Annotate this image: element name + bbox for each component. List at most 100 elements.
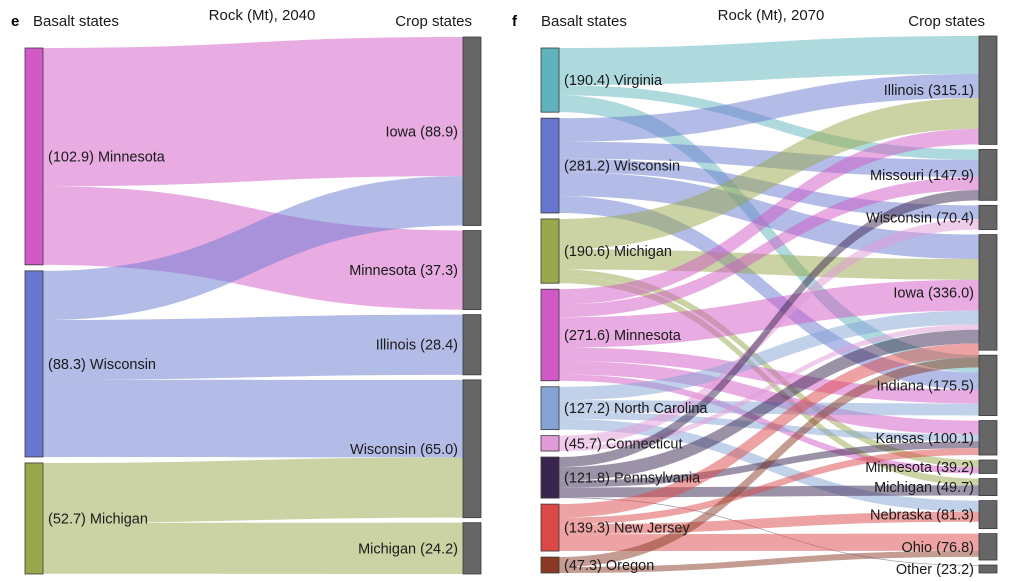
target-node-indiana <box>978 354 998 416</box>
flow-wisconsin-to-wisconsin <box>43 379 463 458</box>
source-node-connecticut <box>540 435 560 452</box>
flow-minnesota-to-illinois <box>559 128 979 305</box>
target-node-iowa <box>978 234 998 351</box>
source-node-minnesota <box>540 288 560 382</box>
target-node-kansas <box>978 420 998 456</box>
flow-links <box>43 37 463 574</box>
flow-wisconsin-to-illinois <box>43 314 463 380</box>
target-label-indiana: Indiana (175.5) <box>876 378 974 394</box>
flow-pennsylvania-to-missouri <box>559 190 979 468</box>
source-label-wisconsin: (88.3) Wisconsin <box>48 357 156 373</box>
target-nodes: Illinois (315.1) Missouri (147.9) Wisconsi… <box>865 35 998 578</box>
flow-oregon-to-iowa <box>559 357 979 567</box>
flow-wisconsin-to-indiana <box>559 196 979 390</box>
target-node-michigan <box>462 522 482 575</box>
source-nodes: (190.4) Virginia (281.2) Wisconsin (190.6)… <box>540 47 708 574</box>
source-label-pennsylvania: (121.8) Pennsylvania <box>564 471 701 487</box>
source-node-michigan <box>24 462 44 575</box>
target-node-minnesota <box>978 459 998 474</box>
flow-virginia-to-missouri <box>559 85 979 160</box>
flow-new-jersey-to-iowa <box>559 343 979 518</box>
target-label-wisconsin: Wisconsin (65.0) <box>350 442 458 458</box>
panel-f-middle-header: Rock (Mt), 2070 <box>718 7 825 24</box>
target-label-michigan: Michigan (24.2) <box>358 541 458 557</box>
target-node-iowa <box>462 36 482 226</box>
flow-michigan-to-michigan <box>43 522 463 574</box>
source-label-virginia: (190.4) Virginia <box>564 73 663 89</box>
target-label-minnesota: Minnesota (39.2) <box>865 460 974 476</box>
source-node-pennsylvania <box>540 456 560 499</box>
target-label-kansas: Kansas (100.1) <box>876 431 974 447</box>
source-label-connecticut: (45.7) Connecticut <box>564 436 682 452</box>
sankey-panel-f: (190.4) Virginia (281.2) Wisconsin (190.6)… <box>540 35 998 578</box>
source-label-michigan: (190.6) Michigan <box>564 244 672 260</box>
target-node-missouri <box>978 149 998 201</box>
target-node-minnesota <box>462 230 482 311</box>
source-node-north-carolina <box>540 386 560 431</box>
source-label-minnesota: (102.9) Minnesota <box>48 149 166 165</box>
source-node-michigan <box>540 218 560 284</box>
flow-minnesota-to-iowa <box>43 37 463 187</box>
source-label-new-jersey: (139.3) New Jersey <box>564 521 690 537</box>
source-node-wisconsin <box>24 270 44 458</box>
source-label-minnesota: (271.6) Minnesota <box>564 328 682 344</box>
source-label-north-carolina: (127.2) North Carolina <box>564 401 708 417</box>
flow-minnesota-to-iowa <box>559 279 979 348</box>
target-node-other <box>978 564 998 574</box>
panel-letter-e: e <box>11 13 19 30</box>
source-label-wisconsin: (281.2) Wisconsin <box>564 159 680 175</box>
panel-e-right-header: Crop states <box>395 13 472 30</box>
flow-virginia-to-indiana <box>559 95 979 373</box>
flow-new-jersey-to-nebraska <box>559 511 979 535</box>
target-node-nebraska <box>978 500 998 529</box>
source-node-virginia <box>540 47 560 113</box>
target-node-wisconsin <box>978 204 998 230</box>
flow-virginia-to-illinois <box>559 36 979 86</box>
source-nodes: (102.9) Minnesota (88.3) Wisconsin (52.7) … <box>24 47 166 575</box>
flow-pennsylvania-to-other <box>559 497 979 566</box>
flow-minnesota-to-indiana <box>559 347 979 404</box>
panel-f-left-header: Basalt states <box>541 13 627 30</box>
panel-e-middle-header: Rock (Mt), 2040 <box>209 7 316 24</box>
target-node-illinois <box>462 314 482 376</box>
panel-letter-f: f <box>512 13 518 30</box>
target-label-illinois: Illinois (28.4) <box>376 338 458 354</box>
flow-connecticut-to-iowa <box>559 324 979 452</box>
target-label-other: Other (23.2) <box>896 562 974 578</box>
source-node-new-jersey <box>540 503 560 552</box>
flow-michigan-to-minnesota <box>559 269 979 468</box>
target-label-illinois: Illinois (315.1) <box>884 83 974 99</box>
target-label-missouri: Missouri (147.9) <box>870 168 974 184</box>
flow-pennsylvania-to-iowa <box>559 329 979 481</box>
target-node-wisconsin <box>462 379 482 519</box>
flow-michigan-to-wisconsin <box>43 457 463 523</box>
target-node-ohio <box>978 533 998 561</box>
target-node-illinois <box>978 35 998 145</box>
source-node-minnesota <box>24 47 44 266</box>
flow-links <box>559 36 979 573</box>
flow-minnesota-to-missouri <box>559 176 979 318</box>
flow-new-jersey-to-kansas <box>559 448 979 525</box>
panel-f-right-header: Crop states <box>908 13 985 30</box>
sankey-panel-e: (102.9) Minnesota (88.3) Wisconsin (52.7) … <box>24 36 482 575</box>
flow-wisconsin-to-illinois <box>559 73 979 142</box>
flow-michigan-to-iowa <box>559 249 979 280</box>
target-label-ohio: Ohio (76.8) <box>901 540 974 556</box>
source-label-michigan: (52.7) Michigan <box>48 511 148 527</box>
target-label-iowa: Iowa (336.0) <box>893 285 974 301</box>
target-node-michigan <box>978 478 998 497</box>
target-label-michigan: Michigan (49.7) <box>874 480 974 496</box>
flow-north-carolina-to-iowa <box>559 310 979 401</box>
flow-michigan-to-illinois <box>559 97 979 250</box>
flow-oregon-to-ohio <box>559 550 979 573</box>
panel-e-left-header: Basalt states <box>33 13 119 30</box>
target-label-minnesota: Minnesota (37.3) <box>349 263 458 279</box>
source-label-oregon: (47.3) Oregon <box>564 558 654 574</box>
target-nodes: Iowa (88.9) Minnesota (37.3) Illinois (28.… <box>349 36 482 575</box>
target-label-nebraska: Nebraska (81.3) <box>870 508 974 524</box>
source-node-oregon <box>540 556 560 574</box>
target-label-iowa: Iowa (88.9) <box>385 124 458 140</box>
target-label-wisconsin: Wisconsin (70.4) <box>866 210 974 226</box>
source-node-wisconsin <box>540 117 560 214</box>
